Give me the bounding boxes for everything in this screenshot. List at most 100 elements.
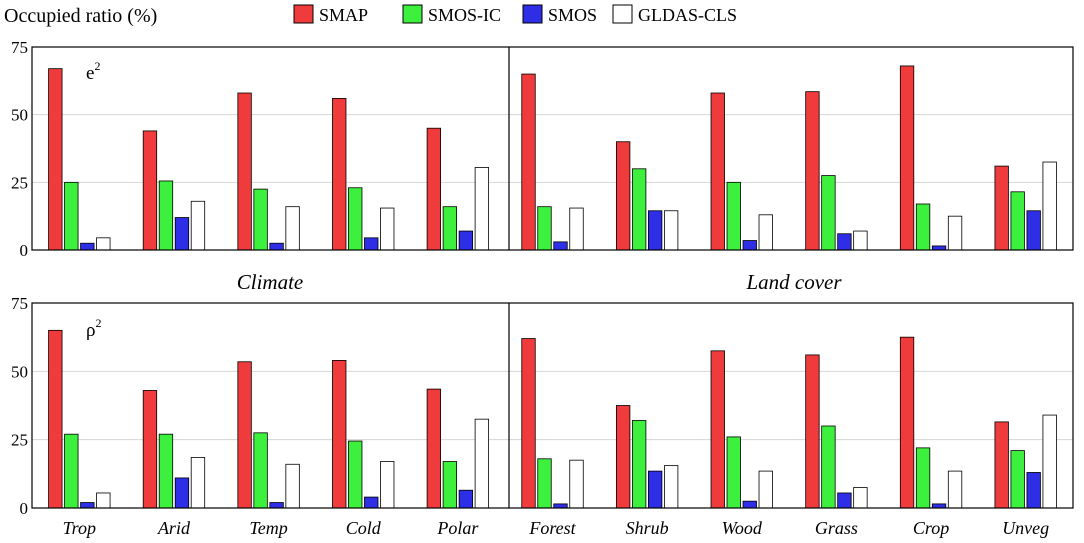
bar-smos-temp (269, 242, 284, 251)
bar-smap-polar (426, 388, 442, 509)
x-axis-categories: Trop Arid Temp Cold Polar Forest Shrub Wood Gras… (63, 518, 1050, 538)
bar-gldas-cls-wood (758, 470, 773, 509)
bar-smos-ic-unveg (1010, 191, 1025, 251)
bar-smos-wood (742, 240, 757, 251)
bar-smap-cold (332, 359, 347, 509)
bar-smap-polar (426, 127, 442, 251)
x-tick-label-unveg: Unveg (1002, 518, 1049, 538)
bar-gldas-cls-cold (380, 207, 395, 251)
y-tick-label: 75 (11, 38, 28, 57)
bar-smap-unveg (994, 421, 1009, 509)
bar-smos-crop (931, 245, 947, 251)
bar-smap-grass (805, 354, 820, 509)
bar-smos-ic-temp (253, 188, 268, 251)
bar-gldas-cls-wood (758, 214, 773, 251)
bar-smos-grass (837, 492, 852, 509)
bar-smap-cold (332, 98, 347, 251)
x-tick-label-wood: Wood (722, 518, 763, 538)
bar-gldas-cls-polar (474, 167, 490, 251)
bar-smos-polar (458, 230, 474, 251)
bar-gldas-cls-unveg (1042, 161, 1057, 251)
x-tick-label-temp: Temp (249, 518, 287, 538)
bar-gldas-cls-temp (285, 463, 300, 509)
bar-smap-forest (521, 73, 536, 251)
x-tick-label-cold: Cold (346, 518, 382, 538)
bar-smos-ic-trop (64, 433, 79, 509)
bar-smap-temp (237, 92, 252, 251)
x-tick-label-arid: Arid (157, 518, 191, 538)
bar-smos-shrub (647, 210, 663, 251)
bar-gldas-cls-arid (190, 457, 206, 509)
legend-label-smap: SMAP (319, 5, 368, 25)
bar-gldas-cls-grass (853, 230, 868, 251)
bar-smap-trop (48, 68, 63, 251)
x-tick-label-polar: Polar (436, 518, 479, 538)
bar-smos-ic-wood (726, 181, 741, 251)
bar-smos-ic-unveg (1010, 450, 1025, 509)
bar-smos-crop (931, 503, 947, 509)
bar-gldas-cls-crop (947, 215, 963, 251)
bar-smos-ic-arid (158, 433, 174, 509)
bar-smos-ic-temp (253, 432, 268, 509)
legend-label-smos-ic: SMOS-IC (428, 5, 501, 25)
bar-gldas-cls-forest (569, 459, 584, 509)
bar-smos-ic-grass (821, 175, 836, 251)
bar-gldas-cls-crop (947, 470, 963, 509)
x-tick-label-trop: Trop (63, 518, 96, 538)
bar-gldas-cls-shrub (663, 210, 679, 251)
panel-label-superscript: 2 (95, 316, 101, 330)
y-tick-label: 0 (20, 241, 29, 260)
bar-gldas-cls-unveg (1042, 414, 1057, 509)
y-tick-label: 50 (11, 106, 28, 125)
bar-gldas-cls-shrub (663, 465, 679, 509)
bar-smos-cold (364, 237, 379, 251)
bar-smap-forest (521, 338, 536, 509)
bar-smos-ic-trop (64, 181, 79, 251)
bar-smap-crop (899, 336, 915, 509)
bar-smos-temp (269, 502, 284, 509)
bar-smos-ic-polar (442, 206, 458, 251)
legend-swatch-smap (293, 4, 314, 24)
bar-gldas-cls-arid (190, 200, 206, 251)
group-label-climate: Climate (237, 270, 304, 294)
panel-label: e2 (86, 59, 100, 84)
bar-smap-shrub (615, 405, 631, 509)
bar-smos-arid (174, 217, 190, 251)
bar-smap-shrub (615, 141, 631, 251)
y-tick-label: 25 (11, 431, 28, 450)
y-tick-label: 0 (20, 499, 29, 518)
bar-smos-unveg (1026, 472, 1041, 509)
bar-smos-ic-arid (158, 180, 174, 251)
bar-smos-ic-forest (537, 206, 552, 251)
bar-gldas-cls-cold (380, 461, 395, 509)
bar-smap-crop (899, 65, 915, 251)
bar-smos-ic-polar (442, 461, 458, 509)
bar-smos-ic-cold (348, 440, 363, 509)
bar-smos-ic-crop (915, 203, 931, 251)
bar-smos-polar (458, 489, 474, 509)
legend-swatch-smos-ic (402, 4, 423, 24)
bar-smos-trop (80, 242, 95, 251)
bar-smap-trop (48, 329, 63, 509)
bar-smos-forest (553, 503, 568, 509)
x-tick-label-forest: Forest (528, 518, 576, 538)
panel-frame (31, 302, 1074, 509)
bar-smos-shrub (647, 470, 663, 509)
y-tick-label: 50 (11, 362, 28, 381)
panel-label-base: ρ (86, 320, 95, 341)
group-label-land-cover: Land cover (745, 270, 842, 294)
x-tick-label-shrub: Shrub (626, 518, 669, 538)
legend-swatch-smos (522, 4, 543, 24)
bar-smos-wood (742, 500, 757, 509)
y-tick-label: 25 (11, 173, 28, 192)
bar-smos-unveg (1026, 210, 1041, 251)
bar-smos-ic-cold (348, 187, 363, 251)
panel-label-base: e (86, 63, 94, 84)
bar-smos-arid (174, 477, 190, 509)
bar-smap-grass (805, 91, 820, 251)
panel-e2: 0 25 50 75 e2 (11, 38, 1074, 260)
y-tick-label: 75 (11, 294, 28, 313)
panel-label-superscript: 2 (94, 59, 100, 73)
bar-smos-ic-wood (726, 436, 741, 509)
